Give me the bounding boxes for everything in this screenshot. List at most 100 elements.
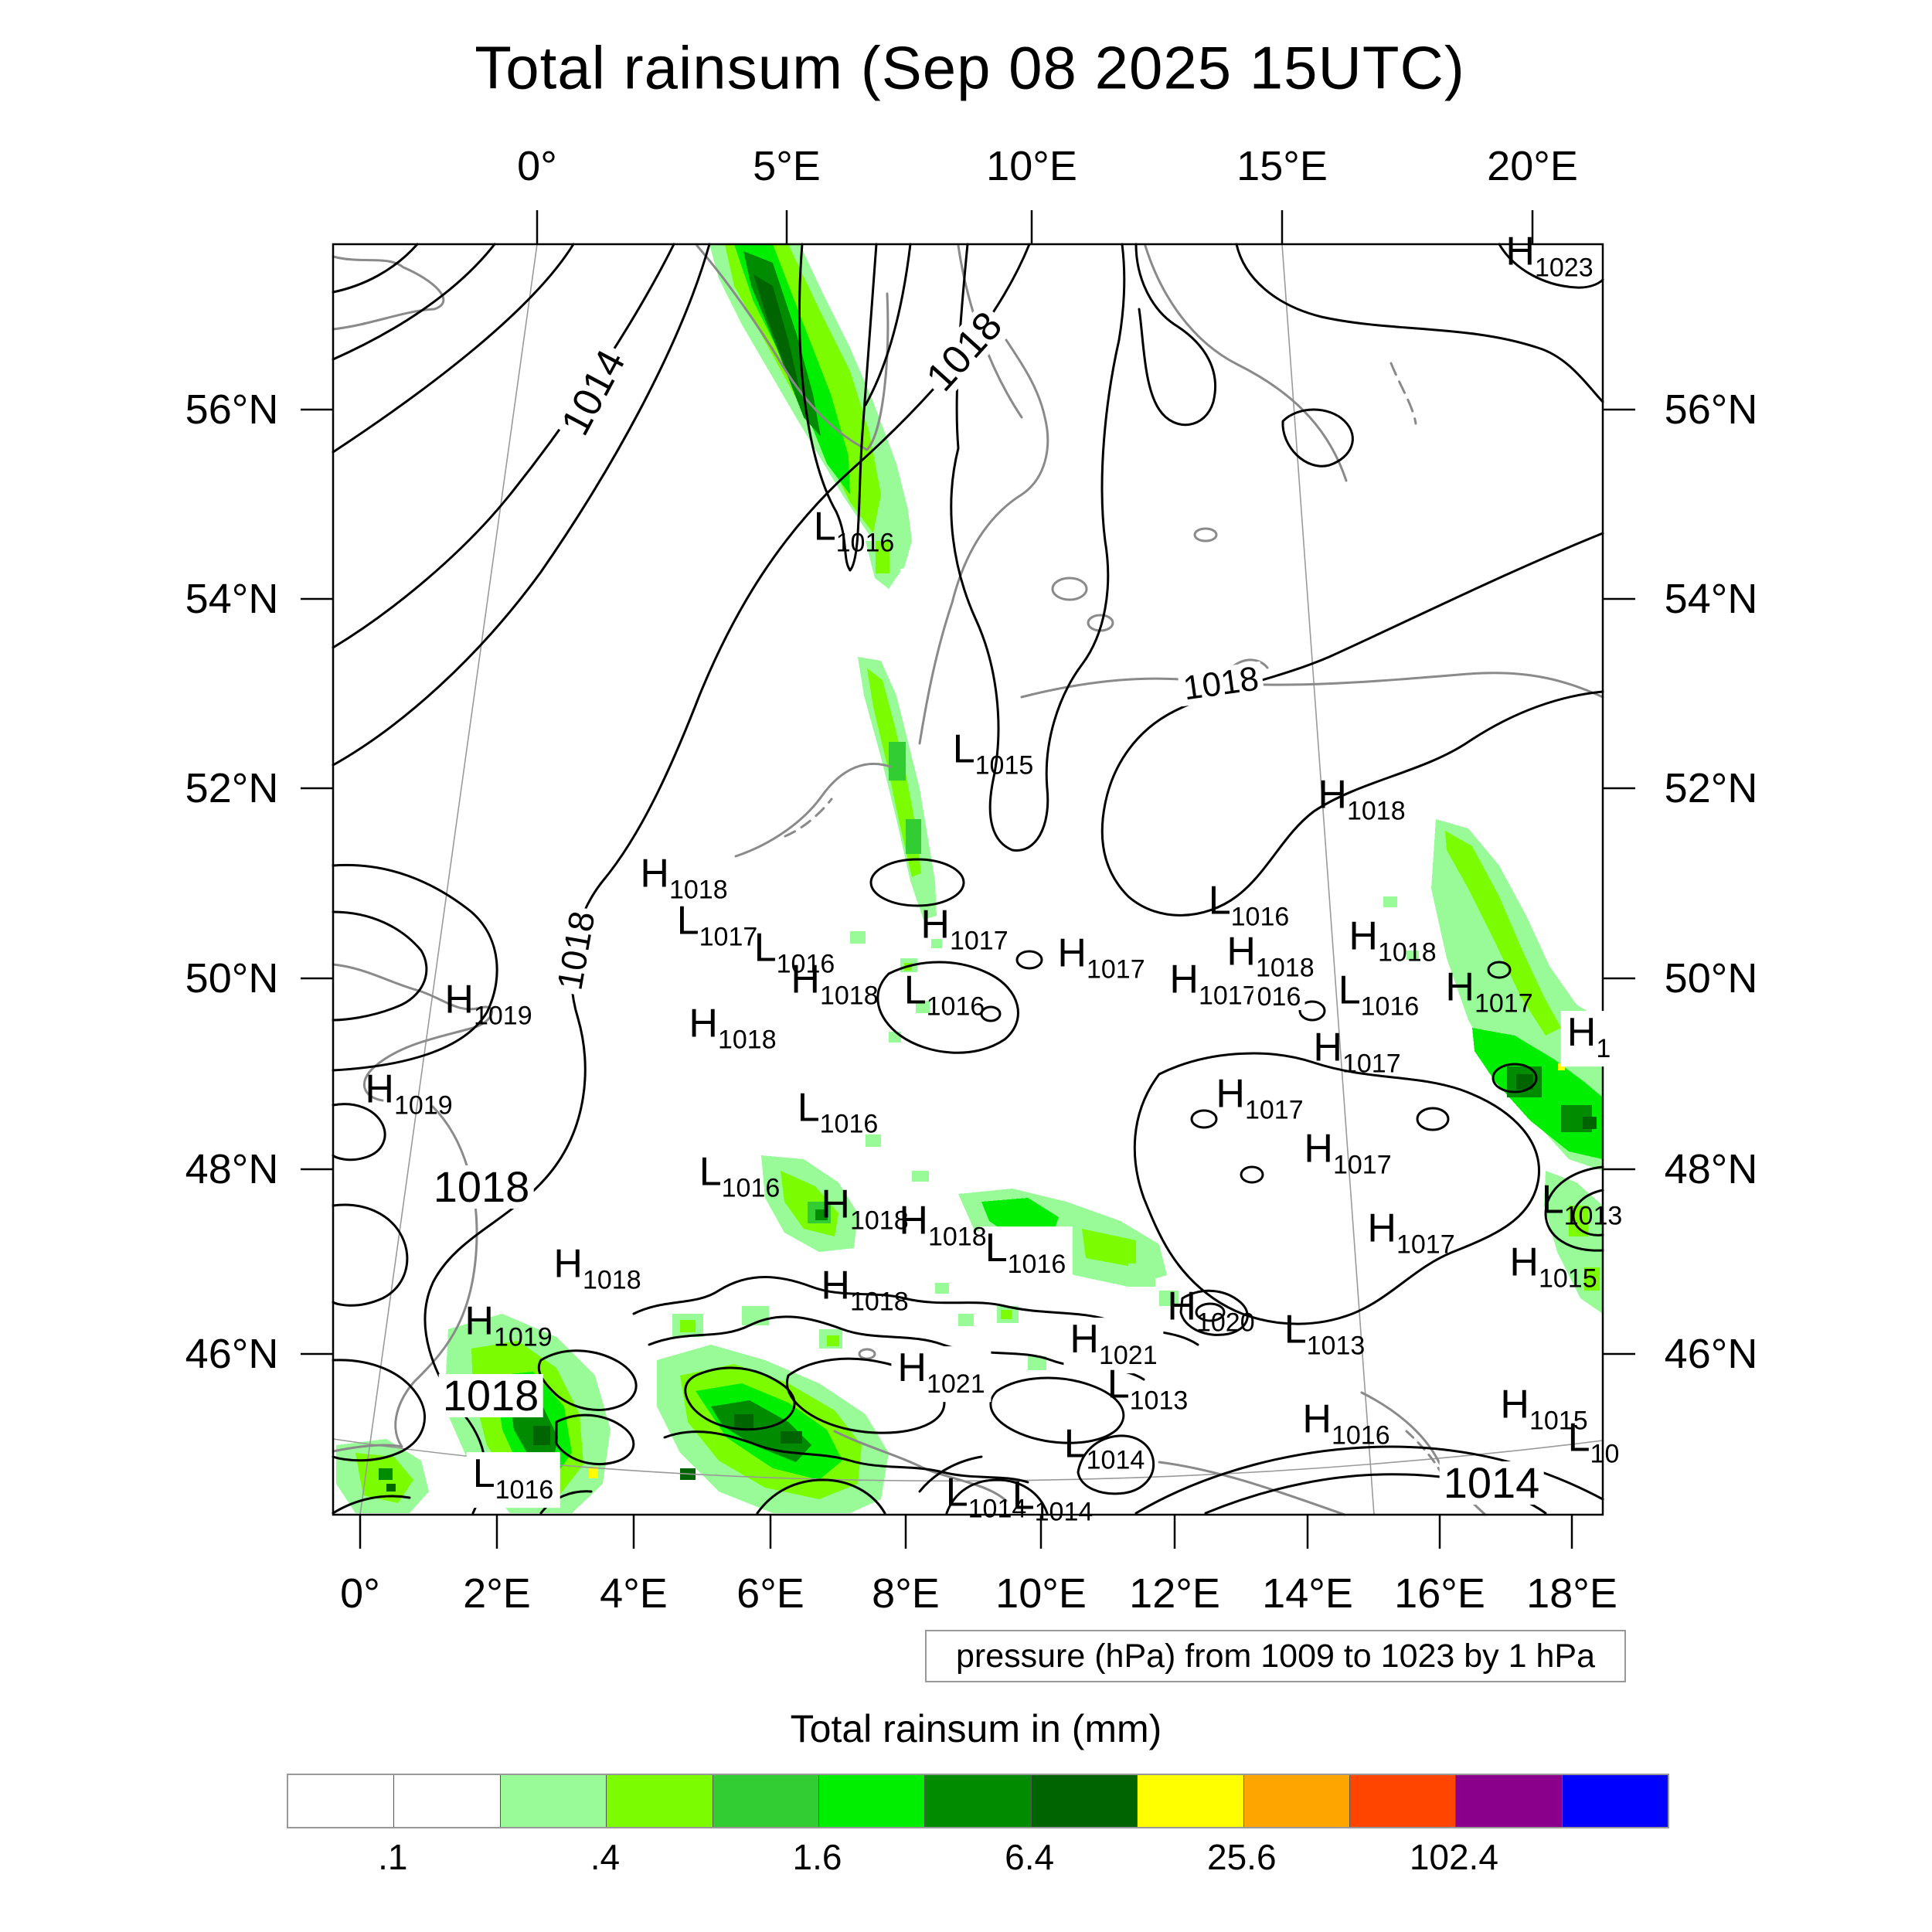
page-title: Total rainsum (Sep 08 2025 15UTC) [474, 33, 1465, 102]
pressure-center-label: L1014 [945, 1470, 1027, 1524]
pressure-center-label: H1015 [1509, 1240, 1597, 1294]
colorbar-cell [606, 1775, 713, 1827]
left-axis-label: 50°N [185, 955, 279, 1002]
pressure-center-label: H1018 [899, 1198, 987, 1252]
pressure-center-label: H1018 [821, 1182, 909, 1236]
pressure-center-label: H1017 [1367, 1206, 1455, 1260]
pressure-center-label: L1013 [1107, 1362, 1189, 1416]
map-border [332, 243, 1604, 1516]
top-axis-label: 15°E [1236, 143, 1328, 189]
right-axis-label: 48°N [1664, 1146, 1758, 1192]
right-axis-label: 52°N [1664, 765, 1758, 811]
pressure-center-label: H1021 [1063, 1318, 1164, 1374]
pressure-center-label: L1016 [466, 1452, 560, 1509]
colorbar-cell [1030, 1775, 1138, 1827]
right-axis-label: 54°N [1664, 576, 1758, 622]
colorbar-cell [1243, 1775, 1349, 1827]
bottom-axis-label: 8°E [872, 1570, 940, 1617]
colorbar-cell [1349, 1775, 1456, 1827]
pressure-caption: pressure (hPa) from 1009 to 1023 by 1 hP… [925, 1630, 1626, 1682]
pressure-center-label: H1016 [1302, 1396, 1390, 1451]
pressure-center-label: H1018 [1226, 929, 1315, 983]
colorbar-tick-label: .4 [590, 1837, 621, 1877]
pressure-center-label: L1016 [753, 925, 835, 979]
bottom-axis-label: 14°E [1262, 1570, 1353, 1617]
pressure-center-label: H1021 [891, 1346, 992, 1403]
colorbar-cell [818, 1775, 925, 1827]
pressure-center-label: H1018 [553, 1241, 641, 1295]
colorbar-tick-label: 102.4 [1409, 1837, 1498, 1877]
pressure-center-label: H1017 [1445, 964, 1533, 1019]
left-axis-label: 54°N [185, 576, 279, 622]
pressure-center-label: H1018 [821, 1263, 909, 1317]
pressure-center-label: H1017 [1169, 957, 1257, 1011]
bottom-axis-label: 6°E [736, 1570, 804, 1617]
bottom-axis-label: 0° [340, 1570, 380, 1617]
pressure-center-label: L1016 [978, 1226, 1073, 1283]
pressure-center-label: H1019 [464, 1298, 553, 1352]
pressure-center-label: L1016 [813, 504, 895, 558]
pressure-center-label: H1018 [640, 851, 728, 905]
bottom-axis-label: 18°E [1526, 1570, 1617, 1617]
pressure-center-label: H1017 [920, 902, 1009, 956]
pressure-center-label: L1014 [1063, 1421, 1145, 1475]
pressure-center-label: H1023 [1505, 229, 1594, 283]
colorbar-cell [1137, 1775, 1243, 1827]
colorbar-cell [924, 1775, 1031, 1827]
colorbar-cell [1561, 1775, 1668, 1827]
pressure-center-label: L1015 [952, 726, 1034, 781]
colorbar-tick-label: 6.4 [1005, 1837, 1055, 1877]
top-axis-label: 10°E [986, 143, 1077, 189]
left-axis-label: 56°N [185, 386, 279, 433]
pressure-center-label: H1018 [689, 1001, 777, 1055]
colorbar-cell [1455, 1775, 1562, 1827]
pressure-center-label: L1016 [903, 968, 985, 1022]
pressure-center-label: L10 [1567, 1415, 1620, 1469]
pressure-center-label: L1014 [1012, 1473, 1094, 1527]
axis-ticks [301, 210, 1635, 1549]
pressure-center-label: H1019 [444, 977, 532, 1031]
pressure-center-label: H1018 [791, 957, 879, 1011]
pressure-caption-text: pressure (hPa) from 1009 to 1023 by 1 hP… [955, 1637, 1596, 1675]
bottom-axis-label: 10°E [995, 1570, 1087, 1617]
top-axis-label: 5°E [753, 143, 821, 189]
colorbar-cell [499, 1775, 607, 1827]
pressure-center-label: H1 [1560, 1011, 1617, 1067]
contour-value-label: 016 [1253, 984, 1305, 1010]
pressure-center-label: H1015 [1500, 1382, 1588, 1436]
pressure-center-label: H1017 [1304, 1126, 1392, 1180]
pressure-center-label: H1019 [365, 1066, 453, 1121]
colorbar-cell [393, 1775, 500, 1827]
top-axis-label: 0° [517, 143, 557, 189]
left-axis-label: 48°N [185, 1146, 279, 1192]
colorbar-tick-label: 25.6 [1207, 1837, 1277, 1877]
pressure-center-label: H1018 [1349, 913, 1437, 968]
pressure-center-label: L1013 [1541, 1177, 1623, 1231]
pressure-center-label: L1016 [1338, 968, 1420, 1022]
bottom-axis-label: 2°E [463, 1570, 531, 1617]
contour-value-label: 1018 [429, 1165, 534, 1209]
top-axis-label: 20°E [1487, 143, 1578, 189]
colorbar-tick-label: 1.6 [792, 1837, 842, 1877]
pressure-center-label: H1017 [1313, 1025, 1401, 1079]
pressure-center-label: H1017 [1057, 930, 1145, 985]
pressure-center-label: L1017 [676, 898, 758, 952]
colorbar-title: Total rainsum in (mm) [790, 1707, 1162, 1750]
left-axis-label: 46°N [185, 1331, 279, 1377]
colorbar-cell [288, 1775, 394, 1827]
pressure-center-label: L1013 [1284, 1307, 1366, 1361]
right-axis-label: 46°N [1664, 1331, 1758, 1377]
left-axis-label: 52°N [185, 765, 279, 811]
pressure-center-label: H1020 [1167, 1284, 1255, 1338]
contour-value-label: 1014 [1439, 1461, 1544, 1505]
bottom-axis-label: 4°E [600, 1570, 668, 1617]
pressure-center-label: L1016 [797, 1085, 879, 1139]
pressure-center-label: H1017 [1216, 1071, 1304, 1125]
contour-value-label: 1018 [438, 1374, 543, 1417]
pressure-center-label: L1016 [1208, 878, 1290, 932]
right-axis-label: 50°N [1664, 955, 1758, 1002]
colorbar-cell [712, 1775, 818, 1827]
pressure-center-label: L1016 [699, 1149, 781, 1203]
bottom-axis-label: 12°E [1129, 1570, 1220, 1617]
